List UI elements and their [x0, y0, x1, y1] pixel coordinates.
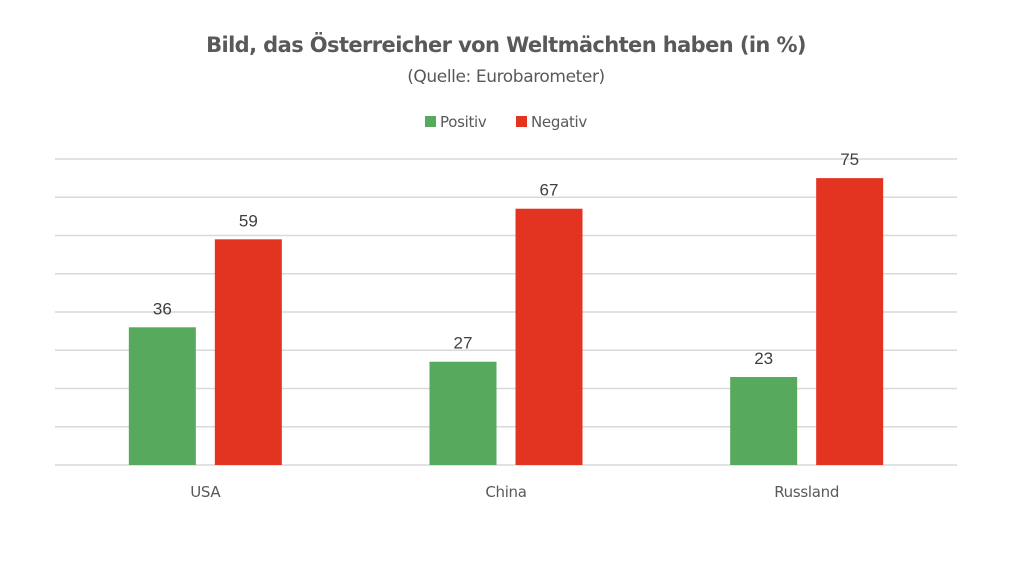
bar-positiv-usa: [128, 327, 196, 465]
x-tick-russland: Russland: [774, 483, 839, 501]
data-label-positiv-usa: 36: [153, 299, 172, 318]
bar-positiv-russland: [730, 377, 798, 465]
legend-label-negativ: Negativ: [531, 113, 587, 131]
bar-negativ-russland: [816, 178, 884, 465]
data-label-negativ-russland: 75: [840, 150, 859, 169]
data-labels: 36 59 27 67 23 75: [153, 150, 859, 368]
data-label-negativ-usa: 59: [239, 211, 258, 230]
legend-swatch-negativ: [516, 116, 527, 127]
chart-subtitle: (Quelle: Eurobarometer): [407, 67, 605, 87]
data-label-negativ-china: 67: [540, 181, 559, 200]
data-label-positiv-china: 27: [454, 334, 473, 353]
gridlines: [55, 158, 957, 466]
x-axis-ticks: USA China Russland: [190, 483, 839, 501]
bar-positiv-china: [429, 361, 497, 465]
x-tick-usa: USA: [190, 483, 221, 501]
bars: [128, 178, 884, 465]
bar-negativ-usa: [214, 239, 282, 465]
legend-swatch-positiv: [425, 116, 436, 127]
bar-negativ-china: [515, 208, 583, 465]
x-tick-china: China: [485, 483, 526, 501]
legend-label-positiv: Positiv: [440, 113, 487, 131]
legend: Positiv Negativ: [425, 113, 588, 131]
chart-title: Bild, das Österreicher von Weltmächten h…: [206, 32, 806, 57]
data-label-positiv-russland: 23: [754, 349, 773, 368]
